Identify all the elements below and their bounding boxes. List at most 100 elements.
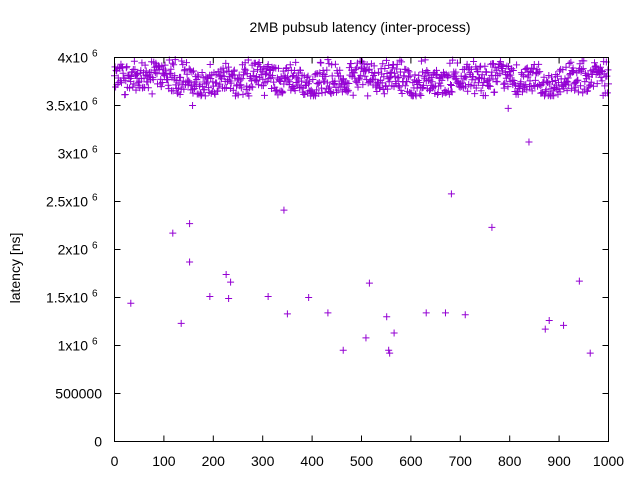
band-point <box>517 69 525 77</box>
band-point <box>550 92 558 100</box>
band-point <box>563 87 571 95</box>
band-point <box>470 57 478 65</box>
band-point <box>405 73 413 81</box>
outlier-point <box>488 223 496 231</box>
band-point <box>572 83 580 91</box>
band-point <box>565 60 573 68</box>
band-point <box>579 89 587 97</box>
band-point <box>230 66 238 74</box>
band-point <box>257 71 265 79</box>
band-point <box>537 89 545 97</box>
band-point <box>525 68 533 76</box>
y-tick-label: 3.5x10 <box>46 98 88 114</box>
band-point <box>344 86 352 94</box>
outlier-point <box>365 279 373 287</box>
outlier-point <box>227 278 235 286</box>
band-point <box>603 72 611 80</box>
band-point <box>170 61 178 69</box>
band-point <box>416 90 424 98</box>
band-point <box>374 68 382 76</box>
band-point <box>355 76 363 84</box>
x-tick-label: 600 <box>399 453 423 469</box>
band-point <box>249 83 257 91</box>
band-point <box>491 88 499 96</box>
band-point <box>328 72 336 80</box>
band-point <box>219 64 227 72</box>
band-point <box>591 59 599 67</box>
band-point <box>256 63 264 71</box>
band-point <box>291 87 299 95</box>
band-point <box>394 74 402 82</box>
band-point <box>126 84 134 92</box>
band-point <box>262 70 270 78</box>
band-point <box>567 58 575 66</box>
band-point <box>603 89 611 97</box>
band-point <box>198 68 206 76</box>
band-point <box>309 75 317 83</box>
band-point <box>227 79 235 87</box>
band-point <box>556 67 564 75</box>
outlier-point <box>305 294 313 301</box>
band-point <box>517 78 525 86</box>
band-point <box>158 78 166 86</box>
band-point <box>484 76 492 84</box>
band-point <box>458 79 466 87</box>
band-point <box>565 81 573 89</box>
band-point <box>245 92 253 100</box>
band-point <box>189 89 197 97</box>
band-point <box>514 90 522 98</box>
band-point <box>127 73 135 81</box>
band-point <box>141 61 149 69</box>
band-point <box>123 63 131 71</box>
band-point <box>535 60 543 68</box>
band-point <box>276 77 284 85</box>
band-point <box>579 65 587 73</box>
band-point <box>205 84 213 92</box>
band-point <box>505 72 513 80</box>
band-point <box>164 81 172 89</box>
band-point <box>122 64 130 72</box>
band-point <box>278 87 286 95</box>
band-point <box>177 73 185 81</box>
band-point <box>313 86 321 94</box>
band-point <box>577 82 585 90</box>
band-point <box>512 81 520 89</box>
band-point <box>274 64 282 72</box>
band-point <box>288 72 296 80</box>
x-tick-label: 700 <box>449 453 473 469</box>
band-point <box>529 64 537 72</box>
band-point <box>371 69 379 77</box>
band-point <box>553 72 561 80</box>
band-point <box>485 82 493 90</box>
band-point <box>336 66 344 74</box>
band-point <box>382 56 390 64</box>
band-point <box>279 88 287 96</box>
outlier-point <box>222 270 230 278</box>
outlier-point <box>386 349 394 357</box>
outlier-point <box>422 309 430 317</box>
band-point <box>298 77 306 85</box>
band-point <box>317 84 325 92</box>
outlier-point <box>560 321 568 329</box>
band-point <box>314 80 322 88</box>
band-point <box>453 59 461 67</box>
band-point <box>478 71 486 79</box>
band-point <box>486 82 494 90</box>
band-point <box>544 78 552 86</box>
band-point <box>249 72 257 80</box>
band-point <box>438 90 446 98</box>
band-point <box>371 75 379 83</box>
band-point <box>129 83 137 91</box>
y-tick-label: 2.5x10 <box>46 194 88 210</box>
band-point <box>534 69 542 77</box>
y-tick-exponent: 6 <box>92 241 98 252</box>
x-tick-label: 300 <box>251 453 275 469</box>
band-point <box>387 73 395 81</box>
band-point <box>278 89 286 97</box>
band-point <box>135 79 143 87</box>
band-point <box>471 76 479 84</box>
outlier-point <box>186 220 194 228</box>
band-point <box>148 90 156 98</box>
band-point <box>437 82 445 90</box>
band-point <box>428 78 436 86</box>
